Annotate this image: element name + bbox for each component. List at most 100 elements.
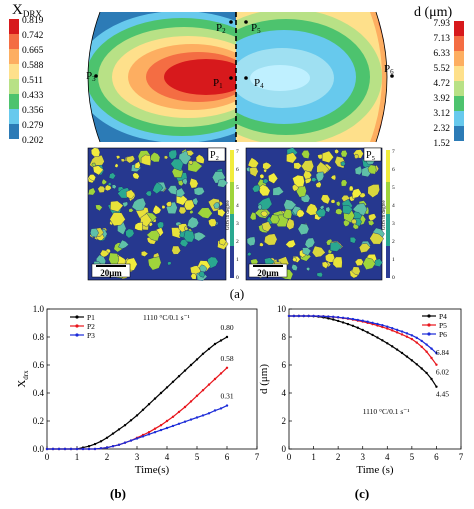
data-point-p3 [135, 437, 139, 440]
data-point-p4 [361, 328, 364, 332]
right-colorbar-swatch [454, 96, 464, 111]
data-point-p5 [415, 341, 418, 344]
grain [177, 179, 184, 187]
data-point-p1 [99, 440, 103, 443]
data-point-p4 [430, 377, 433, 381]
left-scale-value: 0.665 [22, 46, 44, 56]
data-point-p6 [376, 322, 379, 326]
grain [125, 189, 136, 200]
data-point-p2 [225, 366, 229, 369]
y-tick-label: 0.6 [33, 360, 45, 370]
grain [207, 256, 219, 269]
left-scale-value: 0.433 [22, 91, 44, 101]
data-point-p3 [51, 447, 55, 451]
grain [107, 181, 112, 187]
grain-size-contour-map [236, 12, 387, 142]
grain [246, 236, 256, 247]
data-point-p1 [225, 335, 229, 339]
grain [109, 212, 126, 227]
data-point-p5 [425, 350, 428, 353]
grain [131, 197, 147, 212]
data-point-p3 [225, 404, 229, 407]
data-point-p3 [63, 447, 67, 451]
point-label-p1: P1 [213, 77, 223, 90]
legend-label: P6 [439, 330, 447, 339]
grain [301, 150, 310, 159]
grain [195, 154, 205, 164]
grain [367, 184, 380, 198]
end-value-label: 4.45 [436, 390, 449, 399]
grain [291, 263, 298, 271]
x-tick-label: 5 [195, 452, 200, 462]
scale-bar-label: 20μm [100, 268, 122, 278]
data-point-p4 [371, 333, 374, 337]
right-scale-value: 6.33 [433, 49, 450, 59]
grain [263, 168, 268, 173]
grain [125, 228, 135, 239]
grain [149, 152, 161, 163]
x-tick-label: 3 [135, 452, 140, 462]
data-point-p6 [332, 315, 335, 319]
data-point-p4 [386, 342, 389, 345]
scale-bar-box [248, 263, 288, 278]
left-colorbar-swatch [9, 94, 19, 109]
data-point-p5 [410, 337, 414, 341]
grain [283, 199, 297, 212]
data-point-p1 [93, 442, 97, 446]
y-tick-label: 1.0 [33, 304, 45, 314]
left-colorbar-swatch [9, 79, 19, 94]
grain [187, 216, 200, 229]
grain [114, 163, 119, 168]
right-colorbar-swatch [454, 111, 464, 126]
grain [186, 150, 195, 157]
grain [368, 213, 377, 222]
panel-c-label: (c) [355, 486, 369, 501]
grain [128, 207, 134, 213]
grain [269, 214, 280, 225]
grain [362, 257, 376, 270]
grain [251, 184, 261, 193]
grain [146, 230, 160, 242]
data-point-p5 [381, 325, 384, 329]
grain [110, 200, 124, 212]
data-point-p1 [117, 428, 121, 431]
grain [351, 188, 362, 199]
series-line-p3 [47, 405, 228, 450]
x-tick-label: 7 [459, 452, 464, 462]
gos-tick: 1 [392, 257, 395, 263]
data-point-p1 [141, 408, 145, 411]
grain [316, 161, 330, 175]
data-point-p1 [159, 391, 163, 395]
x-tick-label: 1 [75, 452, 80, 462]
data-point-p3 [189, 418, 193, 421]
grain [90, 147, 101, 157]
data-point-p6 [302, 314, 305, 318]
data-point-p1 [147, 403, 151, 406]
condition-annotation: 1110 °C/0.1 s⁻¹ [143, 313, 190, 322]
grain [257, 203, 263, 211]
grain [317, 154, 324, 160]
data-point-p2 [201, 389, 205, 392]
grain [329, 241, 343, 252]
plot-frame [288, 308, 462, 450]
data-point-p6 [425, 343, 428, 346]
grain [306, 266, 311, 272]
data-point-p4 [376, 336, 379, 339]
grain [167, 261, 172, 266]
point-marker [244, 20, 248, 24]
data-point-p4 [425, 371, 428, 375]
grain [170, 158, 184, 172]
data-point-p6 [361, 319, 364, 322]
data-point-p3 [141, 435, 145, 438]
grain [152, 182, 164, 195]
grain [283, 208, 293, 219]
grain [88, 174, 97, 182]
y-axis-label-sub: drx [22, 370, 30, 380]
data-point-p6 [391, 326, 394, 330]
x-axis-label: Time (s) [356, 464, 394, 476]
left-scale-value: 0.819 [22, 16, 44, 26]
grain [189, 177, 199, 189]
legend-label: P5 [439, 321, 447, 330]
y-tick-label: 0 [282, 444, 287, 454]
grain [321, 261, 329, 269]
